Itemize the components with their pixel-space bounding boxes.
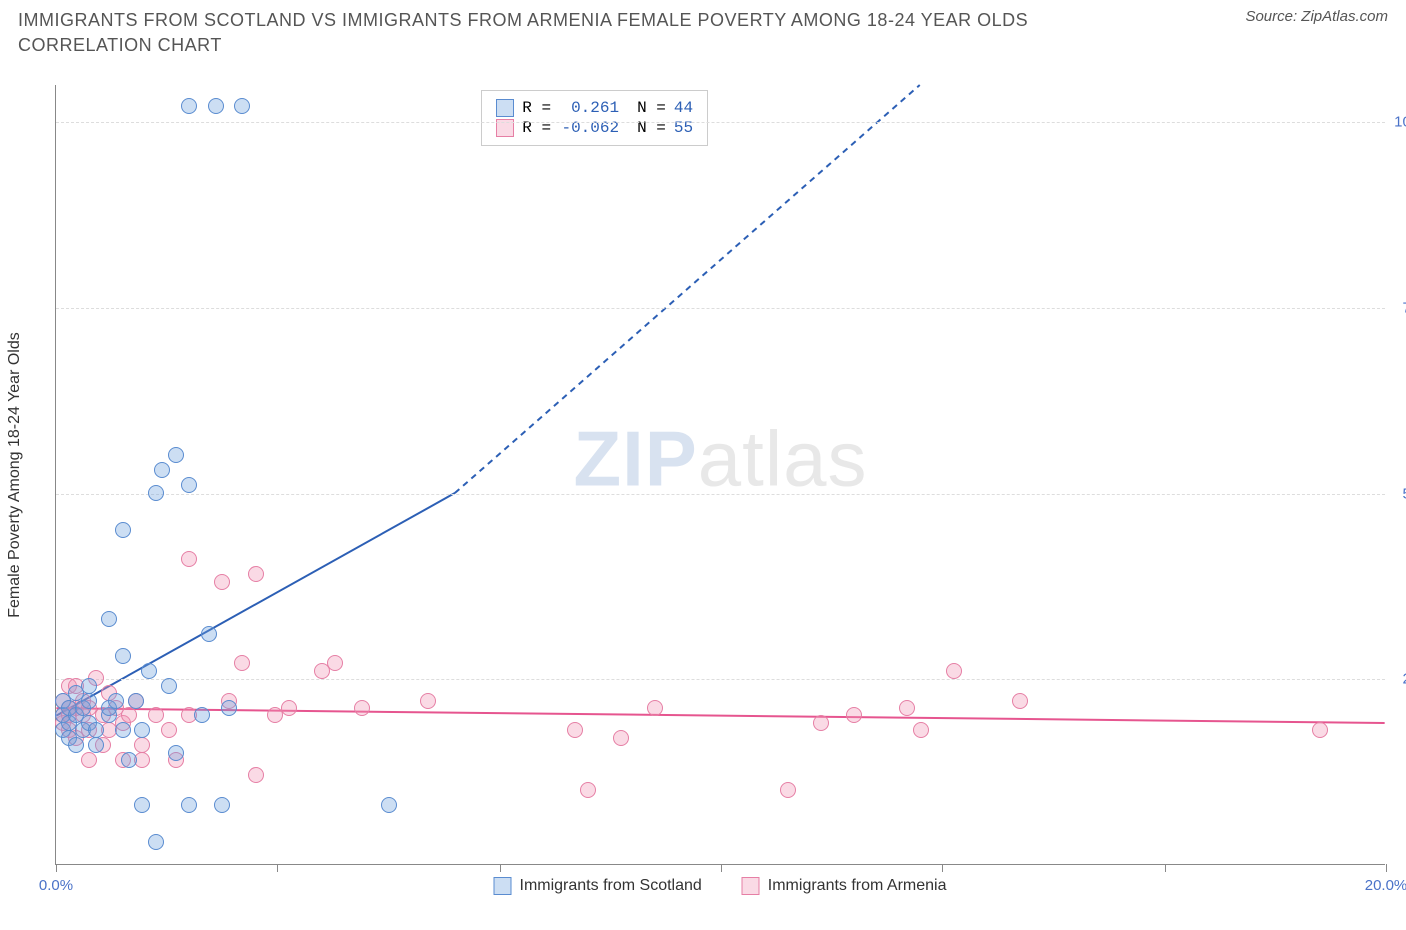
scotland-point (201, 626, 217, 642)
xtick (942, 864, 943, 872)
armenia-point (248, 566, 264, 582)
scotland-point (88, 722, 104, 738)
armenia-point (813, 715, 829, 731)
armenia-point (946, 663, 962, 679)
scotland-point (181, 477, 197, 493)
legend-item-scotland: Immigrants from Scotland (494, 877, 702, 895)
scotland-point (181, 797, 197, 813)
armenia-point (647, 700, 663, 716)
xtick-label: 0.0% (39, 877, 73, 894)
plot-area: ZIPatlas R = 0.261 N = 44 R = -0.062 N =… (55, 85, 1385, 865)
armenia-point (121, 707, 137, 723)
scotland-point (141, 663, 157, 679)
ytick-label: 75.0% (1402, 299, 1406, 316)
scotland-point (214, 797, 230, 813)
y-axis-label: Female Poverty Among 18-24 Year Olds (6, 332, 24, 618)
scotland-point (88, 737, 104, 753)
scotland-point (81, 693, 97, 709)
xtick (1386, 864, 1387, 872)
n-label: N = (637, 99, 666, 117)
scotland-point (121, 752, 137, 768)
armenia-point (214, 574, 230, 590)
scotland-point (234, 98, 250, 114)
chart-box: Female Poverty Among 18-24 Year Olds ZIP… (55, 85, 1385, 865)
xtick (277, 864, 278, 872)
scotland-point (134, 797, 150, 813)
chart-container: IMMIGRANTS FROM SCOTLAND VS IMMIGRANTS F… (0, 0, 1406, 930)
armenia-point (913, 722, 929, 738)
legend-bottom: Immigrants from Scotland Immigrants from… (494, 877, 947, 895)
scotland-point (208, 98, 224, 114)
armenia-point (420, 693, 436, 709)
armenia-point (899, 700, 915, 716)
scotland-point (128, 693, 144, 709)
scotland-point (168, 745, 184, 761)
armenia-point (281, 700, 297, 716)
armenia-point (81, 752, 97, 768)
scotland-point (115, 648, 131, 664)
xtick (1165, 864, 1166, 872)
gridline-h (56, 679, 1385, 680)
watermark: ZIPatlas (573, 413, 867, 504)
swatch-scotland (496, 99, 514, 117)
legend-stats: R = 0.261 N = 44 R = -0.062 N = 55 (481, 90, 708, 146)
scotland-point (381, 797, 397, 813)
armenia-point (354, 700, 370, 716)
scotland-point (81, 678, 97, 694)
scotland-point (108, 693, 124, 709)
scotland-point (148, 834, 164, 850)
xtick (500, 864, 501, 872)
gridline-h (56, 122, 1385, 123)
armenia-point (248, 767, 264, 783)
scotland-point (194, 707, 210, 723)
watermark-atlas: atlas (698, 414, 868, 502)
r-value-scotland: 0.261 (559, 99, 619, 117)
scotland-point (68, 737, 84, 753)
armenia-point (567, 722, 583, 738)
armenia-point (613, 730, 629, 746)
armenia-point (1012, 693, 1028, 709)
ytick-label: 100.0% (1394, 114, 1406, 131)
swatch-armenia-icon (742, 877, 760, 895)
chart-title: IMMIGRANTS FROM SCOTLAND VS IMMIGRANTS F… (18, 8, 1118, 58)
armenia-point (327, 655, 343, 671)
scotland-point (101, 611, 117, 627)
watermark-zip: ZIP (573, 414, 697, 502)
legend-label-armenia: Immigrants from Armenia (768, 877, 947, 895)
armenia-point (134, 737, 150, 753)
gridline-h (56, 308, 1385, 309)
legend-item-armenia: Immigrants from Armenia (742, 877, 947, 895)
scotland-point (115, 722, 131, 738)
scotland-point (161, 678, 177, 694)
legend-label-scotland: Immigrants from Scotland (520, 877, 702, 895)
scotland-point (221, 700, 237, 716)
swatch-scotland-icon (494, 877, 512, 895)
legend-stats-scotland: R = 0.261 N = 44 (496, 99, 693, 117)
xtick (56, 864, 57, 872)
r-label: R = (522, 99, 551, 117)
scotland-point (134, 722, 150, 738)
source-label: Source: ZipAtlas.com (1245, 8, 1388, 25)
armenia-point (234, 655, 250, 671)
ytick-label: 50.0% (1402, 485, 1406, 502)
scotland-point (181, 98, 197, 114)
armenia-point (846, 707, 862, 723)
armenia-point (1312, 722, 1328, 738)
xtick (721, 864, 722, 872)
armenia-point (580, 782, 596, 798)
armenia-point (161, 722, 177, 738)
title-row: IMMIGRANTS FROM SCOTLAND VS IMMIGRANTS F… (18, 8, 1388, 58)
armenia-point (181, 551, 197, 567)
armenia-point (780, 782, 796, 798)
armenia-point (148, 707, 164, 723)
ytick-label: 25.0% (1402, 671, 1406, 688)
scotland-point (154, 462, 170, 478)
scotland-point (115, 522, 131, 538)
n-value-scotland: 44 (674, 99, 693, 117)
trend-lines (56, 85, 1385, 864)
gridline-h (56, 494, 1385, 495)
scotland-point (148, 485, 164, 501)
xtick-label: 20.0% (1365, 877, 1406, 894)
scotland-point (168, 447, 184, 463)
